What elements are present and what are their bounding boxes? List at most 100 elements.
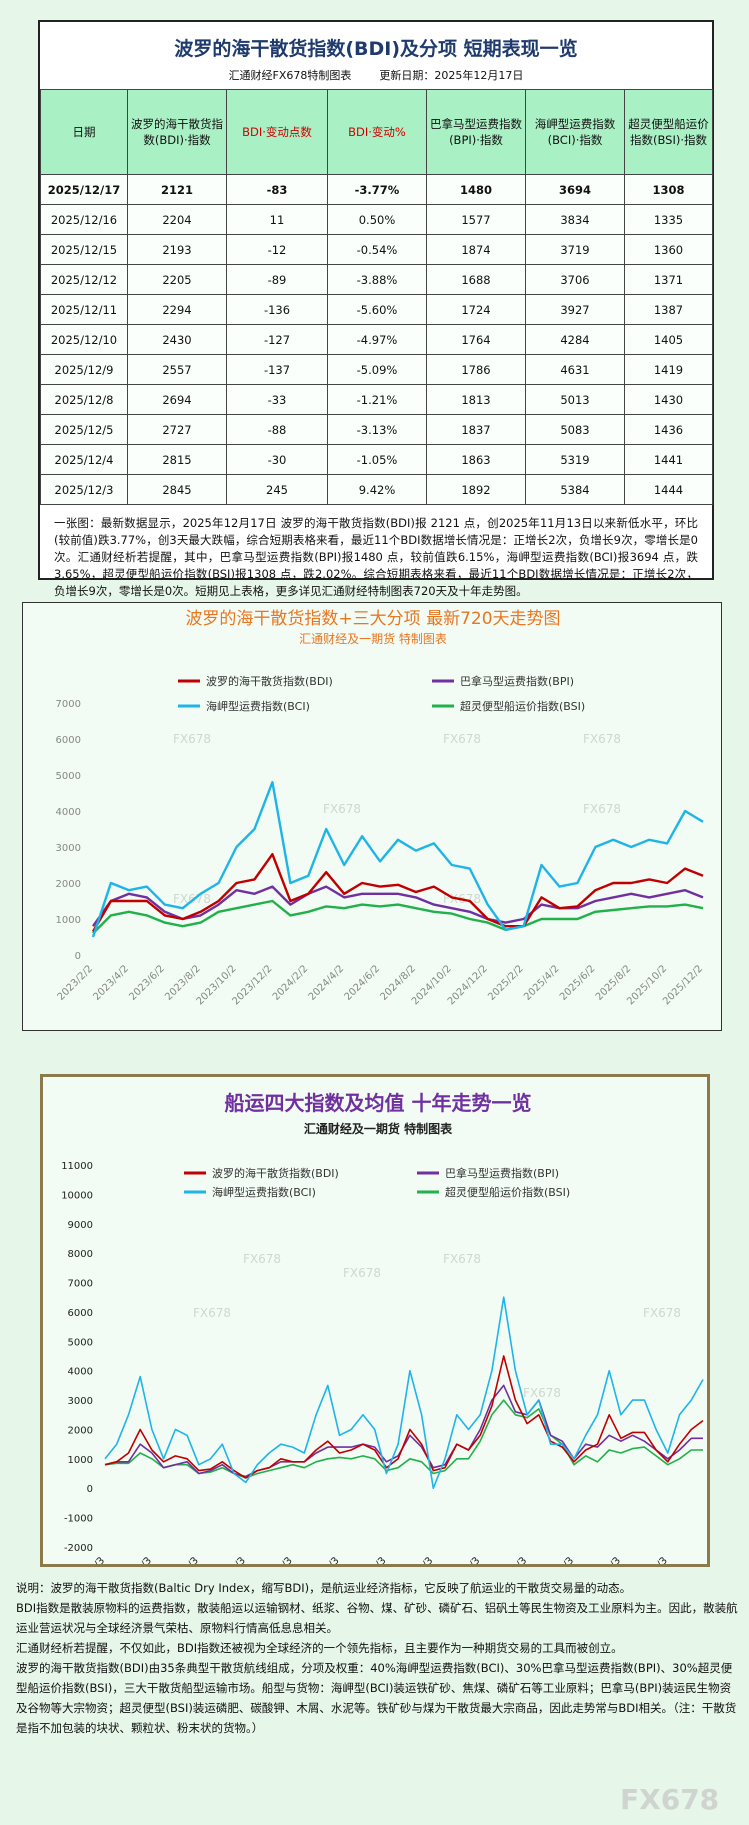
series-line [104, 1296, 704, 1489]
table-cell: -1.05% [327, 444, 427, 475]
x-tick-label: 2024/4/2 [307, 963, 347, 1003]
table-subtitle: 汇通财经FX678特制图表 更新日期：2025年12月17日 [40, 67, 712, 83]
column-header: 波罗的海干散货指数(BDI)·指数 [127, 89, 227, 175]
table-cell: 0.50% [327, 204, 427, 235]
table-cell: 1764 [426, 324, 526, 355]
table-cell: 2025/12/15 [40, 234, 128, 265]
header-row: 日期 波罗的海干散货指数(BDI)·指数 BDI·变动点数 BDI·变动% 巴拿马型运费… [40, 89, 713, 175]
table-cell: -0.54% [327, 234, 427, 265]
table-cell: 2205 [127, 264, 227, 295]
y-tick-label: 6000 [68, 1308, 93, 1319]
table-cell: 9.42% [327, 474, 427, 505]
y-tick-label: -2000 [64, 1543, 93, 1554]
x-tick-label: 2014/1/3 [114, 1555, 154, 1567]
table-cell: 2121 [127, 174, 227, 205]
table-cell: 1892 [426, 474, 526, 505]
chart-subtitle: 汇通财经及一期货 特制图表 [299, 631, 447, 646]
y-tick-label: 11000 [61, 1161, 93, 1172]
table-cell: -12 [226, 234, 328, 265]
table-cell: 2815 [127, 444, 227, 475]
summary-text: 一张图：最新数据显示，2025年12月17日 波罗的海干散货指数(BDI)报 2… [54, 516, 698, 598]
table-cell: 3927 [525, 294, 625, 325]
x-tick-label: 2021/1/3 [443, 1555, 483, 1567]
x-tick-label: 2018/1/3 [302, 1555, 342, 1567]
update-date: 更新日期：2025年12月17日 [379, 69, 524, 82]
table-cell: 1419 [624, 354, 713, 385]
x-tick-label: 2016/1/3 [208, 1555, 248, 1567]
x-tick-label: 2024/1/3 [584, 1555, 624, 1567]
table-cell: 1441 [624, 444, 713, 475]
table-cell: 2025/12/10 [40, 324, 128, 355]
y-tick-label: 0 [75, 951, 81, 962]
x-tick-label: 2023/2/2 [56, 963, 96, 1003]
watermark: FX678 [243, 1252, 281, 1266]
table-cell: 3719 [525, 234, 625, 265]
y-tick-label: 3000 [56, 843, 81, 854]
watermark: FX678 [583, 802, 621, 816]
chart-subtitle: 汇通财经及一期货 特制图表 [304, 1121, 453, 1136]
y-tick-label: 6000 [56, 735, 81, 746]
table-row: 2025/12/12 2205 -89 -3.88% 1688 3706 1371 [40, 264, 713, 295]
table-cell: 2025/12/3 [40, 474, 128, 505]
table-row: 2025/12/8 2694 -33 -1.21% 1813 5013 1430 [40, 384, 713, 415]
table-cell: 2025/12/5 [40, 414, 128, 445]
series-line [92, 899, 704, 935]
table-cell: 2845 [127, 474, 227, 505]
x-tick-label: 2025/1/3 [630, 1555, 670, 1567]
table-cell: 5013 [525, 384, 625, 415]
y-tick-label: 0 [87, 1484, 93, 1495]
table-cell: -3.88% [327, 264, 427, 295]
table-row: 2025/12/10 2430 -127 -4.97% 1764 4284 1405 [40, 324, 713, 355]
column-header: BDI·变动点数 [226, 89, 328, 175]
y-tick-label: 3000 [68, 1396, 93, 1407]
table-row: 2025/12/11 2294 -136 -5.60% 1724 3927 1387 [40, 294, 713, 325]
table-cell: 1813 [426, 384, 526, 415]
chart-ten-years: FX678 FX678 FX678 FX678 FX678 FX678 船运四大指数及均值 … [40, 1074, 710, 1567]
x-tick-label: 2023/4/2 [91, 963, 131, 1003]
table-cell: 2025/12/12 [40, 264, 128, 295]
x-tick-label: 2023/1/3 [537, 1555, 577, 1567]
watermark: FX678 [443, 732, 481, 746]
table-cell: -3.13% [327, 414, 427, 445]
notes: 说明：波罗的海干散货指数(Baltic Dry Index，缩写BDI)，是航运… [16, 1578, 741, 1738]
x-tick-label: 2025/4/2 [522, 963, 562, 1003]
table-cell: 1480 [426, 174, 526, 205]
table-cell: 1577 [426, 204, 526, 235]
y-tick-label: 8000 [68, 1249, 93, 1260]
y-tick-label: 5000 [56, 771, 81, 782]
y-tick-label: 5000 [68, 1337, 93, 1348]
table-title: 波罗的海干散货指数(BDI)及分项 短期表现一览 [174, 38, 578, 60]
table-cell: 1308 [624, 174, 713, 205]
table-cell: -5.60% [327, 294, 427, 325]
table-cell: -89 [226, 264, 328, 295]
y-tick-label: 1000 [68, 1455, 93, 1466]
table-row: 2025/12/3 2845 245 9.42% 1892 5384 1444 [40, 474, 713, 505]
table-cell: 2025/12/4 [40, 444, 128, 475]
legend-label: 海岬型运费指数(BCI) [206, 699, 310, 713]
table-cell: 2025/12/11 [40, 294, 128, 325]
table-cell: 1688 [426, 264, 526, 295]
x-tick-label: 2022/1/3 [490, 1555, 530, 1567]
x-tick-label: 2024/2/2 [271, 963, 311, 1003]
table-cell: 1387 [624, 294, 713, 325]
table-cell: 2025/12/8 [40, 384, 128, 415]
note-paragraph: 汇通财经析若提醒，不仅如此，BDI指数还被视为全球经济的一个领先指标，且主要作为… [16, 1641, 623, 1655]
y-tick-label: 2000 [68, 1425, 93, 1436]
table-cell: 245 [226, 474, 328, 505]
y-tick-label: -1000 [64, 1514, 93, 1525]
table-cell: 5083 [525, 414, 625, 445]
x-tick-label: 2017/1/3 [255, 1555, 295, 1567]
x-tick-label: 2025/2/2 [486, 963, 526, 1003]
table-cell: 3834 [525, 204, 625, 235]
table-row: 2025/12/4 2815 -30 -1.05% 1863 5319 1441 [40, 444, 713, 475]
table-cell: -4.97% [327, 324, 427, 355]
x-tick-label: 2015/1/3 [161, 1555, 201, 1567]
table-cell: 4284 [525, 324, 625, 355]
x-tick-label: 2023/6/2 [127, 963, 167, 1003]
table-cell: -88 [226, 414, 328, 445]
column-header: 超灵便型船运价指数(BSI)·指数 [624, 89, 713, 175]
watermark: FX678 [443, 1252, 481, 1266]
data-table: 日期 波罗的海干散货指数(BDI)·指数 BDI·变动点数 BDI·变动% 巴拿马型运费… [40, 89, 713, 505]
